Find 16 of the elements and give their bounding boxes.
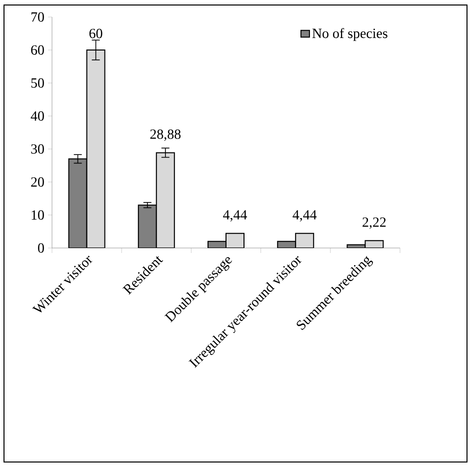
bar xyxy=(156,152,175,248)
data-label: 28,88 xyxy=(150,129,181,141)
y-tick-label: 20 xyxy=(31,177,44,187)
y-tick-label: 10 xyxy=(32,210,44,220)
data-label: 4,44 xyxy=(292,210,317,222)
data-label: 2,22 xyxy=(362,217,386,229)
y-tick-label: 60 xyxy=(31,45,44,55)
data-label: 60 xyxy=(89,28,102,38)
bar xyxy=(86,50,106,248)
legend-label: No of species xyxy=(312,28,388,41)
data-label: 4,44 xyxy=(223,210,247,222)
y-tick-label: 30 xyxy=(31,144,44,154)
y-tick-label: 50 xyxy=(31,78,44,88)
y-tick-label: 70 xyxy=(31,12,44,22)
y-tick-label: 0 xyxy=(38,243,44,253)
y-tick-label: 40 xyxy=(30,111,44,121)
